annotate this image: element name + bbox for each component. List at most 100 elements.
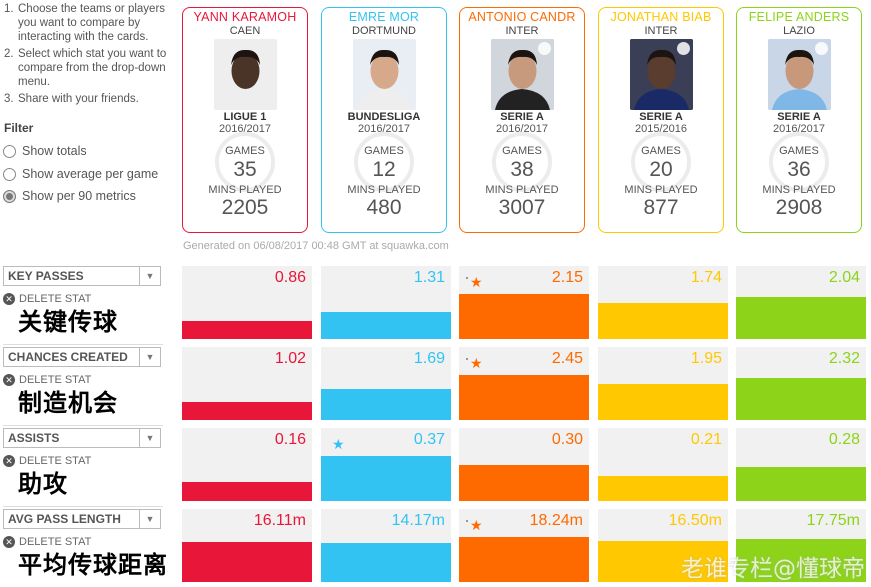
games-ring bbox=[354, 132, 414, 192]
stat-value: 2.15 bbox=[551, 269, 583, 286]
stat-bar bbox=[598, 476, 728, 501]
player-card[interactable]: FELIPE ANDERS LAZIO SERIE A 2016/2017 GAMES… bbox=[736, 7, 862, 233]
player-team: DORTMUND bbox=[352, 25, 416, 37]
delete-stat-label: DELETE STAT bbox=[19, 455, 92, 467]
mins-label: MINS PLAYED bbox=[624, 184, 698, 196]
stat-select[interactable]: CHANCES CREATED ▼ bbox=[3, 347, 161, 367]
radio-button[interactable] bbox=[3, 189, 16, 203]
games-ring bbox=[769, 132, 829, 192]
player-photo bbox=[629, 39, 693, 110]
radio-button[interactable] bbox=[3, 144, 16, 158]
player-team: LAZIO bbox=[783, 25, 815, 37]
delete-stat-label: DELETE STAT bbox=[19, 536, 92, 548]
instruction-text: Choose the teams or players you want to … bbox=[18, 3, 166, 43]
stat-bar bbox=[182, 542, 312, 582]
stat-value: 16.11m bbox=[253, 512, 306, 529]
player-name[interactable]: FELIPE ANDERS bbox=[748, 10, 850, 24]
row-divider bbox=[3, 344, 163, 345]
player-team: INTER bbox=[505, 25, 539, 37]
chevron-down-icon[interactable]: ▼ bbox=[139, 429, 160, 447]
delete-stat-label: DELETE STAT bbox=[19, 293, 92, 305]
player-photo bbox=[490, 39, 554, 110]
stat-bar bbox=[736, 467, 866, 501]
stat-select[interactable]: ASSISTS ▼ bbox=[3, 428, 161, 448]
filter-option-label: Show average per game bbox=[22, 167, 159, 181]
stat-cell: 0.16 bbox=[182, 428, 312, 501]
stat-chinese-label: 制造机会 bbox=[18, 389, 118, 417]
chevron-down-icon[interactable]: ▼ bbox=[139, 267, 160, 285]
team-badge-icon bbox=[814, 42, 828, 55]
player-name[interactable]: EMRE MOR bbox=[348, 10, 420, 24]
chevron-down-icon[interactable]: ▼ bbox=[139, 348, 160, 366]
stat-cell: 1.02 bbox=[182, 347, 312, 420]
player-team: CAEN bbox=[229, 25, 261, 37]
stat-bar bbox=[459, 294, 589, 339]
stat-value: 0.28 bbox=[828, 431, 860, 448]
delete-stat-button[interactable]: ✕ DELETE STAT bbox=[3, 536, 91, 548]
stat-bar bbox=[598, 384, 728, 420]
delete-stat-button[interactable]: ✕ DELETE STAT bbox=[3, 455, 91, 467]
filter-title: Filter bbox=[4, 121, 34, 135]
player-photo bbox=[352, 39, 416, 110]
stat-cell: 2.32 bbox=[736, 347, 866, 420]
stat-value: 2.32 bbox=[828, 350, 860, 367]
player-league: SERIE A bbox=[639, 111, 683, 123]
instruction-number: 3. bbox=[4, 93, 14, 105]
player-season: 2015/2016 bbox=[635, 123, 687, 135]
instruction-number: 2. bbox=[4, 48, 14, 60]
mins-value: 2908 bbox=[775, 196, 823, 219]
stat-cell: 16.11m bbox=[182, 509, 312, 582]
stat-bar bbox=[321, 312, 451, 339]
filter-option[interactable]: Show totals bbox=[3, 144, 87, 158]
stat-value: 17.75m bbox=[806, 512, 860, 529]
watermark: 老谁专栏@懂球帝 bbox=[681, 556, 865, 582]
stat-value: 16.50m bbox=[668, 512, 722, 529]
filter-option[interactable]: Show average per game bbox=[3, 167, 158, 181]
stat-value: 0.86 bbox=[274, 269, 306, 286]
stat-bar bbox=[598, 303, 728, 339]
stat-chinese-label: 关键传球 bbox=[18, 308, 118, 336]
player-card[interactable]: ANTONIO CANDR INTER SERIE A 2016/2017 GAMES… bbox=[459, 7, 585, 233]
team-badge-icon bbox=[676, 42, 690, 55]
games-value: 36 bbox=[787, 158, 811, 181]
filter-option-label: Show per 90 metrics bbox=[22, 189, 136, 203]
games-label: GAMES bbox=[641, 145, 681, 157]
generated-note: Generated on 06/08/2017 00:48 GMT at squ… bbox=[183, 240, 449, 252]
star-icon: ★ bbox=[470, 274, 483, 290]
games-value: 35 bbox=[233, 158, 257, 181]
player-name[interactable]: ANTONIO CANDR bbox=[468, 10, 576, 24]
player-card[interactable]: YANN KARAMOH CAEN LIGUE 1 2016/2017 GAMES 35… bbox=[182, 7, 308, 233]
player-name[interactable]: JONATHAN BIAB bbox=[610, 10, 712, 24]
stat-cell: 1.31 bbox=[321, 266, 451, 339]
player-season: 2016/2017 bbox=[773, 123, 825, 135]
stat-cell: 0.21 bbox=[598, 428, 728, 501]
radio-button[interactable] bbox=[3, 167, 16, 181]
instruction-text: Share with your friends. bbox=[18, 93, 139, 105]
player-season: 2016/2017 bbox=[358, 123, 410, 135]
close-circle-icon[interactable]: ✕ bbox=[3, 374, 15, 386]
player-card[interactable]: EMRE MOR DORTMUND BUNDESLIGA 2016/2017 GAME… bbox=[321, 7, 447, 233]
close-circle-icon[interactable]: ✕ bbox=[3, 536, 15, 548]
games-label: GAMES bbox=[502, 145, 542, 157]
marker-dot bbox=[466, 358, 468, 360]
mins-label: MINS PLAYED bbox=[347, 184, 421, 196]
stat-select[interactable]: KEY PASSES ▼ bbox=[3, 266, 161, 286]
player-season: 2016/2017 bbox=[496, 123, 548, 135]
delete-stat-button[interactable]: ✕ DELETE STAT bbox=[3, 293, 91, 305]
star-icon: ★ bbox=[332, 436, 345, 452]
delete-stat-button[interactable]: ✕ DELETE STAT bbox=[3, 374, 91, 386]
team-badge-icon bbox=[537, 42, 551, 55]
chevron-down-icon[interactable]: ▼ bbox=[139, 510, 160, 528]
filter-option[interactable]: Show per 90 metrics bbox=[3, 189, 136, 203]
stat-bar bbox=[736, 378, 866, 420]
player-card[interactable]: JONATHAN BIAB INTER SERIE A 2015/2016 GAMES… bbox=[598, 7, 724, 233]
row-divider bbox=[3, 506, 163, 507]
close-circle-icon[interactable]: ✕ bbox=[3, 293, 15, 305]
close-circle-icon[interactable]: ✕ bbox=[3, 455, 15, 467]
stat-select[interactable]: AVG PASS LENGTH ▼ bbox=[3, 509, 161, 529]
stat-bar bbox=[598, 541, 728, 582]
player-name[interactable]: YANN KARAMOH bbox=[193, 10, 297, 24]
games-value: 38 bbox=[510, 158, 534, 181]
stat-value: 14.17m bbox=[391, 512, 445, 529]
player-league: BUNDESLIGA bbox=[347, 111, 421, 123]
